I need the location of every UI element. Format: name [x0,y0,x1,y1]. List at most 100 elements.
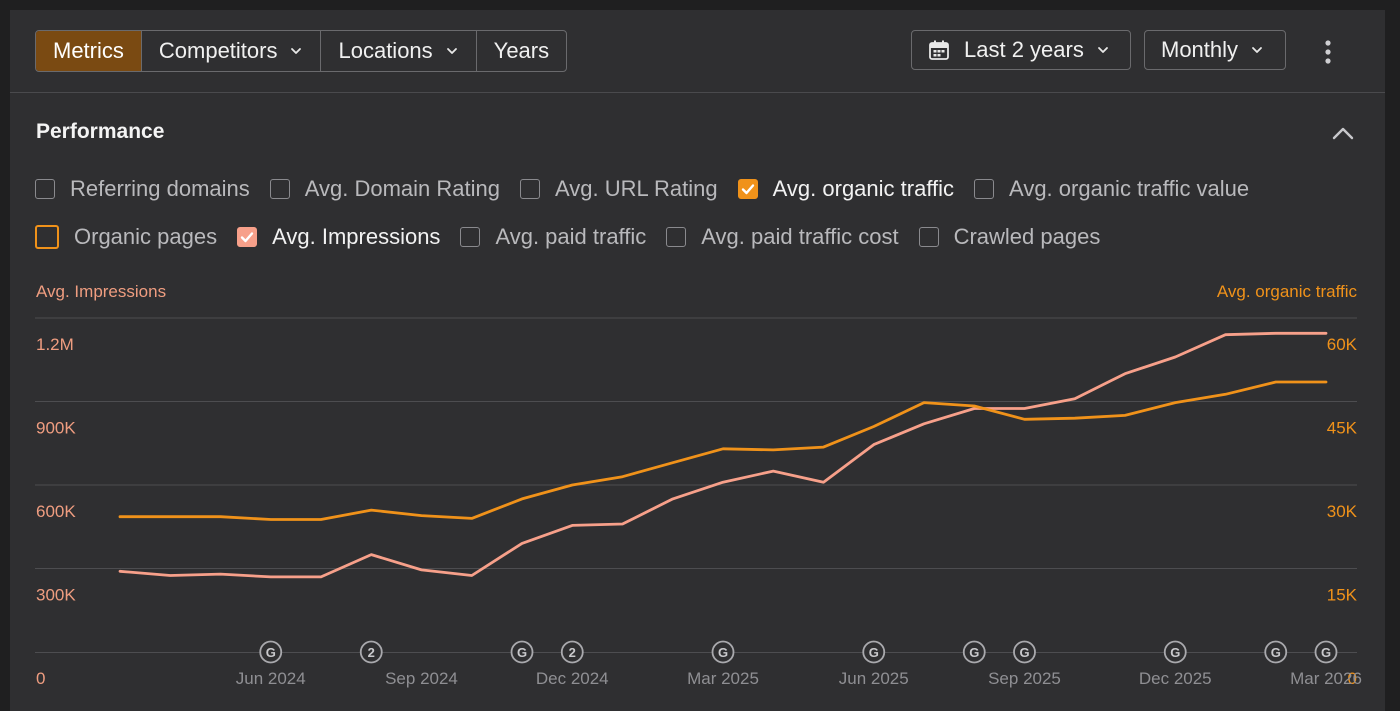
checkbox[interactable] [35,225,59,249]
tab-locations[interactable]: Locations [321,31,477,71]
event-marker-label: G [869,645,879,660]
metric-organic-pages[interactable]: Organic pages [35,224,217,250]
event-marker-label: G [1321,645,1331,660]
metric-crawled-pages[interactable]: Crawled pages [918,224,1101,250]
chevron-down-icon [446,48,457,54]
metric-avg-organic-traffic-value[interactable]: Avg. organic traffic value [974,176,1249,202]
event-marker-label: G [1019,645,1029,660]
x-tick-label: Dec 2025 [1139,669,1212,688]
view-tabs: Metrics Competitors Locations Years [35,30,568,72]
y-tick-label-right: 60K [1327,335,1358,354]
event-marker [259,640,283,664]
tab-metrics-label: Metrics [53,38,124,63]
event-marker-label: G [969,645,979,660]
metric-referring-domains[interactable]: Referring domains [35,176,250,202]
checkbox[interactable] [460,227,481,247]
y-tick-label-left: 300K [36,586,76,605]
event-marker-label: G [718,645,728,660]
tab-years[interactable]: Years [477,31,566,71]
organic-traffic-line [118,380,1328,521]
metrics-row-1: Referring domains Avg. Domain Rating Avg… [35,176,1269,202]
event-marker [1013,640,1036,664]
event-marker [510,640,534,664]
interval-label: Monthly [1161,37,1239,62]
event-marker-label: G [1170,645,1180,660]
impressions-line [118,331,1328,579]
event-marker-label: 2 [368,645,375,660]
metric-label: Organic pages [74,224,218,249]
event-marker-label: G [266,645,276,660]
y-tick-label-left: 1.2M [36,335,74,354]
date-range-label: Last 2 years [964,37,1084,62]
metric-avg-domain-rating[interactable]: Avg. Domain Rating [269,176,500,202]
checkbox[interactable] [918,227,939,247]
x-tick-label: Mar 2025 [687,669,759,688]
metric-avg-paid-traffic-cost[interactable]: Avg. paid traffic cost [666,224,899,250]
metric-label: Avg. paid traffic cost [701,224,899,249]
x-tick-label: Dec 2024 [536,669,609,688]
checkbox[interactable] [974,179,995,199]
section-title: Performance [36,120,165,143]
toolbar: Metrics Competitors Locations Years [10,10,1385,93]
metric-avg-organic-traffic[interactable]: Avg. organic traffic [737,176,954,202]
right-axis-title: Avg. organic traffic [1216,282,1357,301]
calendar-icon [929,40,949,60]
metric-avg-url-rating[interactable]: Avg. URL Rating [520,176,718,202]
tab-years-label: Years [493,38,550,63]
date-range-dropdown[interactable]: Last 2 years [911,30,1131,70]
event-marker-label: G [1271,645,1281,660]
metric-avg-paid-traffic[interactable]: Avg. paid traffic [460,224,646,250]
checkmark-icon [240,232,254,243]
event-marker [1314,640,1338,664]
metric-label: Avg. URL Rating [555,176,718,201]
event-marker [711,640,735,664]
y-tick-label-right: 0 [1348,669,1357,688]
checkbox-checked[interactable] [737,179,758,199]
checkbox-checked[interactable] [237,227,258,247]
metric-label: Referring domains [70,176,250,201]
chevron-down-icon [1097,47,1108,53]
chevron-down-icon [1252,47,1262,53]
chevron-up-icon[interactable] [1331,124,1355,142]
y-tick-label-right: 30K [1327,502,1358,521]
metric-label: Avg. Impressions [272,224,441,249]
metric-label: Crawled pages [953,224,1101,249]
tab-competitors[interactable]: Competitors [142,31,322,71]
checkbox[interactable] [269,179,290,199]
x-tick-label: Jun 2025 [839,669,909,688]
metric-label: Avg. paid traffic [495,224,647,249]
performance-chart: 1.2M 60K 900K 45K 600K 30K 300K 15K 0 0 Jun 2024 Se… [35,317,1362,688]
x-tick-label: Sep 2025 [988,669,1061,688]
y-tick-label-left: 600K [36,502,76,521]
metric-label: Avg. organic traffic value [1009,176,1250,201]
tab-locations-label: Locations [338,38,433,63]
metrics-row-2: Organic pages Avg. Impressions Avg. paid… [35,224,1120,250]
event-marker [962,640,986,664]
checkmark-icon [741,184,754,195]
event-marker [1264,640,1288,664]
metric-avg-impressions[interactable]: Avg. Impressions [237,224,440,250]
interval-dropdown[interactable]: Monthly [1144,30,1286,70]
y-tick-label-left: 900K [36,419,76,438]
event-marker-label: 2 [569,645,576,660]
left-axis-title: Avg. Impressions [36,282,167,301]
checkbox[interactable] [666,227,687,247]
checkbox[interactable] [35,179,55,199]
event-marker [359,640,383,664]
x-tick-label: Sep 2024 [385,669,458,688]
y-tick-label-right: 15K [1327,586,1358,605]
event-marker-label: G [517,645,527,660]
performance-panel: Metrics Competitors Locations Years [10,10,1385,711]
tab-competitors-label: Competitors [158,38,278,63]
tab-metrics[interactable]: Metrics [36,31,142,71]
checkbox[interactable] [520,179,540,199]
event-marker [560,640,584,664]
event-marker [862,640,886,664]
x-tick-label: Mar 2026 [1290,669,1362,688]
chevron-down-icon [291,48,302,54]
y-tick-label-left: 0 [36,669,45,688]
x-tick-label: Jun 2024 [236,669,306,688]
kebab-menu-icon[interactable] [1318,39,1338,65]
y-tick-label-right: 45K [1327,419,1358,438]
event-marker [1163,640,1187,664]
